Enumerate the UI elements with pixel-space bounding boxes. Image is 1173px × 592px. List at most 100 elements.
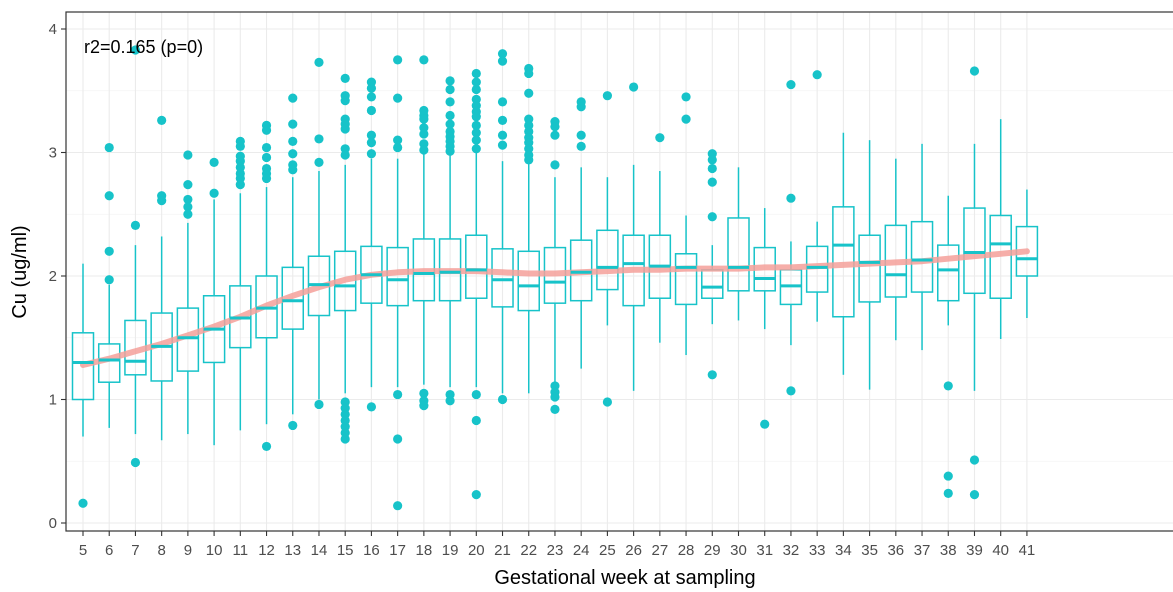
outlier-point [261, 142, 272, 153]
outlier-point [419, 55, 429, 65]
outlier-point [969, 489, 980, 500]
outlier-point [366, 92, 377, 102]
box-iqr [674, 253, 698, 306]
outlier-point [812, 70, 822, 80]
outlier-point [471, 489, 481, 500]
x-tick-label: 5 [79, 542, 87, 559]
outlier-point [366, 83, 377, 93]
outlier-point [235, 141, 245, 151]
boxes [71, 119, 1039, 446]
outlier-point [340, 434, 350, 444]
outlier-point [524, 155, 534, 165]
x-tick-label: 38 [940, 542, 957, 559]
outlier-point [419, 145, 429, 155]
outlier-point [419, 388, 429, 398]
outlier-point [471, 135, 481, 145]
outlier-point [681, 114, 691, 124]
outlier-point [497, 394, 508, 405]
outlier-point [340, 124, 350, 134]
x-tick-label: 9 [184, 542, 192, 559]
outlier-point [655, 133, 665, 143]
box-iqr [910, 220, 934, 293]
box-iqr [937, 244, 960, 302]
outlier-point [419, 114, 429, 124]
outlier-point [209, 188, 219, 198]
outlier-point [524, 68, 534, 79]
outlier-point [471, 68, 481, 79]
x-tick-label: 22 [520, 542, 537, 559]
outlier-point [786, 193, 796, 203]
outlier-point [576, 141, 586, 151]
x-tick-label: 7 [131, 542, 139, 559]
outlier-point [314, 399, 324, 410]
box-iqr [386, 246, 409, 307]
outlier-point [497, 115, 508, 125]
x-tick-label: 20 [468, 542, 485, 559]
box-iqr [701, 269, 724, 299]
outlier-point [497, 56, 508, 66]
outlier-point [943, 381, 953, 391]
x-tick-label: 28 [678, 542, 695, 559]
outlier-point [445, 97, 455, 107]
x-tick-label: 34 [835, 542, 852, 559]
outlier-point [445, 119, 455, 129]
x-tick-label: 40 [992, 542, 1009, 559]
x-tick-label: 35 [861, 542, 878, 559]
outlier-point [157, 115, 167, 125]
outlier-point [576, 130, 586, 140]
box-iqr [858, 234, 881, 303]
outlier-point [576, 102, 586, 112]
outlier-point [969, 455, 980, 465]
x-tick-label: 39 [966, 542, 983, 559]
outlier-point [471, 120, 481, 130]
box-iqr [596, 229, 619, 291]
outlier-point [471, 415, 481, 426]
outlier-point [471, 389, 481, 400]
outlier-point [288, 149, 298, 159]
outlier-point [786, 386, 796, 396]
outlier-point [183, 180, 193, 190]
outlier-point [393, 135, 403, 145]
x-tick-label: 15 [337, 542, 354, 559]
outlier-point [183, 194, 193, 205]
box-iqr [491, 248, 514, 308]
x-tick-label: 8 [157, 542, 165, 559]
outlier-point [602, 91, 613, 101]
outlier-point [943, 488, 953, 498]
outliers [78, 45, 980, 511]
outlier-point [707, 177, 717, 187]
outlier-point [445, 76, 455, 86]
outlier-point [471, 84, 481, 95]
outlier-point [340, 96, 350, 106]
panel-border [65, 11, 1173, 532]
outlier-point [393, 389, 403, 400]
x-tick-label: 36 [887, 542, 904, 559]
outlier-point [340, 73, 350, 83]
outlier-point [183, 209, 193, 219]
x-tick-label: 13 [284, 542, 301, 559]
x-tick-label: 41 [1019, 542, 1036, 559]
outlier-point [393, 142, 403, 153]
outlier-point [393, 93, 403, 103]
x-tick-label: 17 [389, 542, 406, 559]
outlier-point [471, 112, 481, 122]
box-iqr [465, 234, 488, 299]
medians [72, 242, 1038, 364]
y-tick-label: 3 [49, 145, 57, 162]
outlier-point [366, 149, 377, 159]
outlier-point [550, 160, 560, 170]
box-iqr [727, 217, 750, 292]
outlier-point [786, 79, 796, 90]
box-iqr [517, 250, 540, 312]
y-tick-label: 1 [49, 392, 57, 409]
outlier-point [969, 66, 980, 76]
x-tick-label: 29 [704, 542, 721, 559]
outlier-point [445, 396, 455, 406]
x-tick-label: 37 [914, 542, 931, 559]
outlier-point [104, 191, 114, 201]
x-tick-label: 31 [756, 542, 773, 559]
outlier-point [261, 152, 272, 163]
outlier-point [366, 402, 377, 412]
outlier-point [366, 105, 377, 116]
